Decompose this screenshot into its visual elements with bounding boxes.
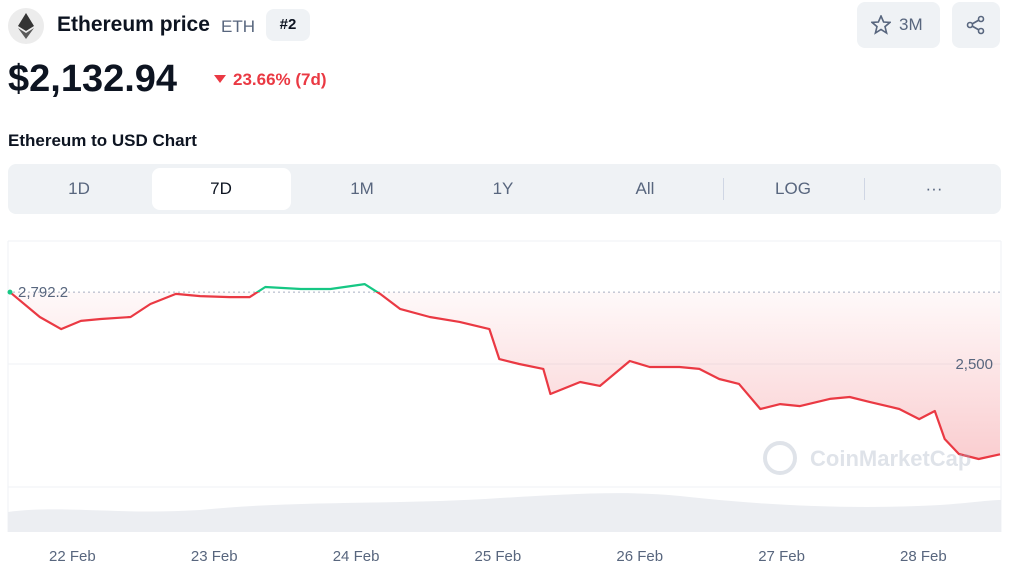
x-tick-label: 27 Feb xyxy=(758,548,805,565)
watermark: CoinMarketCap xyxy=(763,441,971,475)
watermark-text: CoinMarketCap xyxy=(810,446,971,471)
tab-divider xyxy=(864,178,865,200)
y-tick-label: 2,500 xyxy=(955,356,993,373)
tab[interactable]: 1Y xyxy=(492,179,514,198)
tab[interactable]: 1D xyxy=(68,179,90,198)
rank: #2 xyxy=(266,9,310,41)
price-change: 23.66% (7d) xyxy=(233,70,327,89)
tab[interactable]: LOG xyxy=(775,179,811,198)
price-area xyxy=(10,292,1000,459)
price: $2,132.94 xyxy=(8,58,178,100)
share-button[interactable] xyxy=(952,2,1000,48)
down-arrow xyxy=(214,75,226,83)
x-tick-label: 25 Feb xyxy=(475,548,522,565)
tab[interactable]: 7D xyxy=(210,179,232,198)
x-tick-label: 22 Feb xyxy=(49,548,96,565)
chart-heading: Ethereum to USD Chart xyxy=(8,131,197,150)
x-tick-label: 26 Feb xyxy=(616,548,663,565)
reference-label: 2,792.2 xyxy=(18,284,68,301)
x-tick-label: 28 Feb xyxy=(900,548,947,565)
title: Ethereum price xyxy=(57,13,210,36)
eth-logo xyxy=(8,8,44,44)
share-icon xyxy=(966,15,985,35)
reference-dot xyxy=(7,289,13,295)
symbol: ETH xyxy=(221,17,255,36)
watchlist-count: 3M xyxy=(899,15,923,34)
star-icon xyxy=(871,15,891,35)
tab[interactable]: 1M xyxy=(350,179,374,198)
tab-divider xyxy=(723,178,724,200)
tab-active-bg xyxy=(152,168,291,210)
volume-area xyxy=(8,493,1001,532)
tab[interactable]: All xyxy=(635,179,655,198)
x-tick-label: 23 Feb xyxy=(191,548,238,565)
watchlist-button[interactable]: 3M xyxy=(857,2,940,48)
price-line xyxy=(9,283,1001,461)
tab[interactable]: ··· xyxy=(925,179,943,198)
x-tick-label: 24 Feb xyxy=(333,548,380,565)
